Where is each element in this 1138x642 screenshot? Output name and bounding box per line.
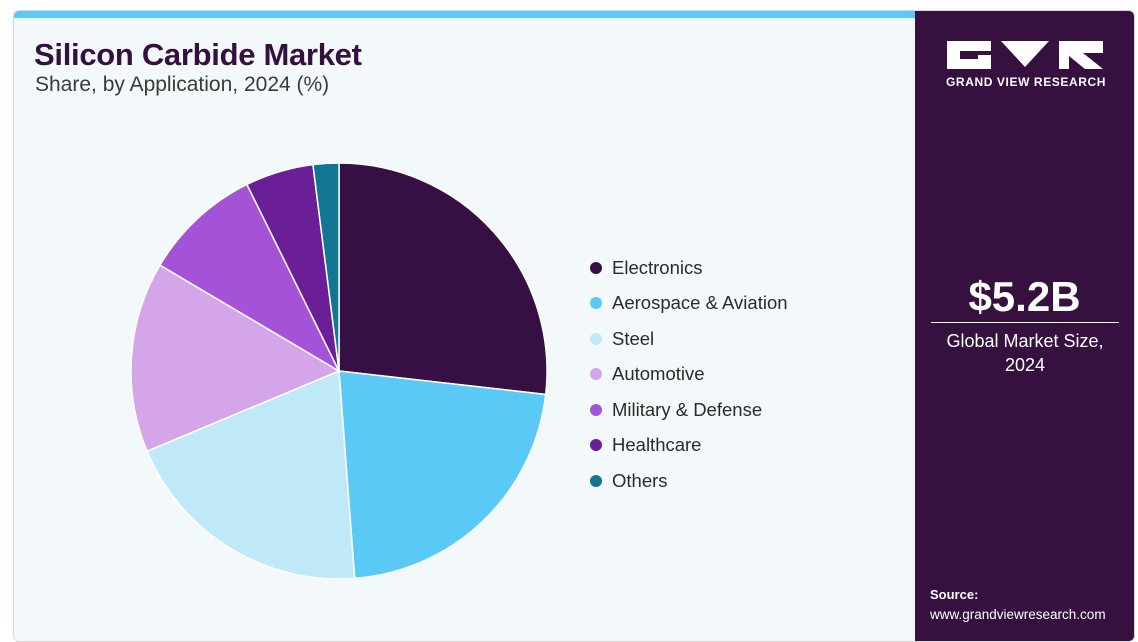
legend-label: Others — [612, 469, 668, 491]
gvr-logo-icon — [947, 41, 1103, 69]
legend-swatch — [590, 474, 602, 487]
divider — [931, 322, 1119, 323]
accent-bar — [14, 11, 915, 18]
legend-swatch — [590, 332, 602, 345]
legend-label: Aerospace & Aviation — [612, 292, 788, 314]
pie-slice-electronics — [338, 162, 548, 396]
chart-legend: Electronics Aerospace & Aviation Steel Auto… — [590, 250, 788, 499]
legend-item: Steel — [590, 321, 788, 357]
legend-swatch — [590, 368, 602, 381]
pie-slice-steel — [146, 369, 356, 580]
source-label: Source: — [930, 587, 979, 602]
infographic-card: Silicon Carbide Market Share, by Applica… — [13, 10, 1135, 642]
pie-chart — [130, 162, 548, 580]
legend-item: Military & Defense — [590, 392, 788, 428]
legend-item: Healthcare — [590, 428, 788, 464]
legend-label: Steel — [612, 327, 655, 349]
legend-item: Electronics — [590, 250, 788, 286]
legend-label: Healthcare — [612, 434, 702, 456]
legend-swatch — [590, 403, 602, 416]
chart-title: Silicon Carbide Market — [34, 37, 362, 72]
legend-swatch — [590, 439, 602, 452]
market-size-value: $5.2B — [968, 273, 1081, 320]
chart-subtitle: Share, by Application, 2024 (%) — [35, 73, 330, 96]
legend-swatch — [590, 297, 602, 310]
legend-label: Electronics — [612, 256, 703, 278]
market-size-label: Global Market Size, 2024 — [946, 331, 1104, 375]
legend-label: Military & Defense — [612, 398, 763, 420]
pie-slice-automotive — [130, 264, 341, 453]
pie-slice-military-defense — [158, 183, 341, 373]
source-url[interactable]: www.grandviewresearch.com — [930, 607, 1106, 622]
legend-item: Aerospace & Aviation — [590, 286, 788, 322]
legend-item: Others — [590, 463, 788, 499]
brand-name: GRAND VIEW RESEARCH — [946, 75, 1107, 89]
legend-item: Automotive — [590, 357, 788, 393]
pie-slice-aerospace-aviation — [338, 370, 547, 580]
summary-panel: GRAND VIEW RESEARCH $5.2B Global Market … — [915, 11, 1134, 641]
pie-slice-others — [312, 162, 340, 372]
legend-label: Automotive — [612, 363, 705, 385]
legend-swatch — [590, 261, 602, 274]
